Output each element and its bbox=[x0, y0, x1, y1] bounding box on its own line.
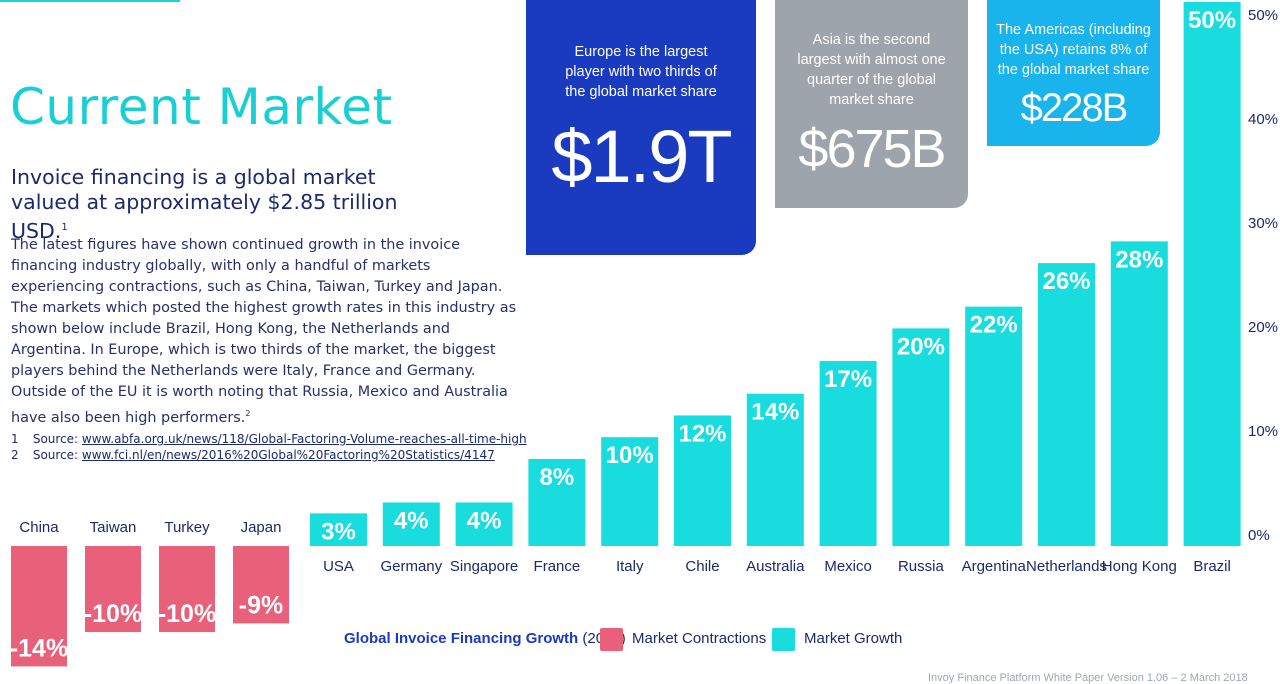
growth-bar bbox=[819, 361, 877, 546]
growth-bar bbox=[1183, 2, 1241, 546]
contraction-bar-label: -10% bbox=[84, 600, 142, 628]
contraction-category-label: Taiwan bbox=[90, 519, 137, 536]
growth-category-label: Argentina bbox=[962, 558, 1027, 575]
legend-label: Market Contractions bbox=[632, 630, 766, 647]
top-accent-line bbox=[0, 0, 180, 2]
page-title: Current Market bbox=[10, 78, 393, 136]
y-tick-label: 0% bbox=[1248, 527, 1270, 544]
legend-swatch bbox=[772, 628, 795, 651]
growth-bar-label: 12% bbox=[678, 420, 726, 447]
growth-category-label: Mexico bbox=[824, 558, 872, 575]
footer-text: Invoy Finance Platform White Paper Versi… bbox=[928, 672, 1248, 684]
footnote-label: Source: bbox=[32, 448, 79, 462]
growth-category-label: Germany bbox=[380, 558, 442, 575]
growth-bar-label: 50% bbox=[1188, 7, 1236, 34]
growth-bar bbox=[1038, 263, 1095, 546]
growth-category-label: France bbox=[534, 558, 581, 575]
body-footnote-ref: 2 bbox=[245, 409, 251, 418]
contraction-bar bbox=[11, 546, 67, 667]
card-europe-text: Europe is the largest player with two th… bbox=[565, 44, 717, 100]
card-europe: Europe is the largest player with two th… bbox=[526, 0, 756, 255]
y-tick-label: 50% bbox=[1248, 7, 1278, 24]
card-europe-value: $1.9T bbox=[551, 115, 732, 198]
card-asia-value: $675B bbox=[798, 119, 946, 179]
card-americas-text: The Americas (including the USA) retains… bbox=[996, 22, 1151, 78]
footnote-1: 1 Source: www.abfa.org.uk/news/118/Globa… bbox=[11, 432, 527, 446]
lead-footnote-ref: 1 bbox=[61, 222, 68, 233]
footnote-link[interactable]: www.abfa.org.uk/news/118/Global-Factorin… bbox=[81, 432, 527, 446]
growth-bar-label: 8% bbox=[540, 464, 575, 491]
growth-bar-label: 17% bbox=[824, 366, 872, 393]
chart-title: Global Invoice Financing Growth (2016) bbox=[344, 630, 626, 647]
growth-category-label: Hong Kong bbox=[1102, 558, 1177, 575]
growth-bar-label: 3% bbox=[321, 518, 356, 545]
contraction-category-label: Turkey bbox=[164, 519, 210, 536]
contraction-bar-label: -9% bbox=[239, 591, 283, 619]
card-asia: Asia is the second largest with almost o… bbox=[775, 0, 968, 208]
y-tick-label: 20% bbox=[1248, 319, 1278, 336]
growth-category-label: Singapore bbox=[450, 558, 518, 575]
growth-category-label: Netherlands bbox=[1026, 558, 1107, 575]
footnote-number: 2 bbox=[11, 448, 19, 462]
growth-bar-label: 14% bbox=[751, 399, 799, 426]
growth-bar-label: 22% bbox=[970, 312, 1018, 339]
contraction-bar bbox=[85, 546, 141, 632]
contraction-category-label: China bbox=[19, 519, 59, 536]
card-americas-value: $228B bbox=[1020, 86, 1129, 130]
growth-bar bbox=[455, 502, 513, 546]
growth-bar bbox=[528, 458, 586, 546]
contraction-bar bbox=[159, 546, 215, 632]
growth-bar-label: 26% bbox=[1042, 268, 1090, 295]
growth-category-label: Russia bbox=[898, 558, 945, 575]
growth-bar bbox=[310, 513, 367, 546]
card-asia-text: Asia is the second largest with almost o… bbox=[797, 32, 946, 108]
growth-bar bbox=[746, 393, 804, 546]
growth-category-label: Australia bbox=[746, 558, 805, 575]
growth-category-label: USA bbox=[323, 558, 354, 575]
legend-label: Market Growth bbox=[804, 630, 902, 647]
growth-bar-label: 28% bbox=[1115, 246, 1163, 273]
card-americas: The Americas (including the USA) retains… bbox=[987, 0, 1160, 146]
growth-category-label: Chile bbox=[685, 558, 719, 575]
legend-swatch bbox=[600, 628, 623, 651]
contraction-bar-label: -14% bbox=[10, 634, 68, 662]
growth-bar-label: 20% bbox=[897, 333, 945, 360]
y-tick-label: 30% bbox=[1248, 215, 1278, 232]
contraction-bar-label: -10% bbox=[158, 600, 216, 628]
footnote-number: 1 bbox=[11, 432, 19, 446]
growth-bar bbox=[965, 306, 1023, 546]
body-paragraph: The latest figures have shown continued … bbox=[11, 235, 521, 429]
growth-bar bbox=[674, 415, 731, 546]
body-text: The latest figures have shown continued … bbox=[11, 237, 517, 426]
growth-category-label: Italy bbox=[616, 558, 644, 575]
footnote-2: 2 Source: www.fci.nl/en/news/2016%20Glob… bbox=[11, 448, 495, 462]
growth-bar-label: 4% bbox=[467, 507, 502, 534]
growth-category-label: Brazil bbox=[1193, 558, 1231, 575]
footnote-label: Source: bbox=[32, 432, 79, 446]
growth-bar bbox=[1110, 241, 1168, 547]
growth-bar-label: 10% bbox=[606, 442, 654, 469]
contraction-category-label: Japan bbox=[241, 519, 282, 536]
y-tick-label: 40% bbox=[1248, 111, 1278, 128]
lead-paragraph: Invoice financing is a global market val… bbox=[11, 165, 451, 244]
growth-bar bbox=[892, 328, 950, 546]
growth-bar bbox=[601, 437, 659, 546]
lead-text: Invoice financing is a global market val… bbox=[11, 165, 398, 243]
growth-bar-label: 4% bbox=[394, 507, 429, 534]
y-tick-label: 10% bbox=[1248, 423, 1278, 440]
contraction-bar bbox=[233, 546, 289, 624]
growth-bar bbox=[382, 502, 440, 546]
chart-title-main: Global Invoice Financing Growth bbox=[344, 630, 582, 647]
footnote-link[interactable]: www.fci.nl/en/news/2016%20Global%20Facto… bbox=[81, 448, 495, 462]
